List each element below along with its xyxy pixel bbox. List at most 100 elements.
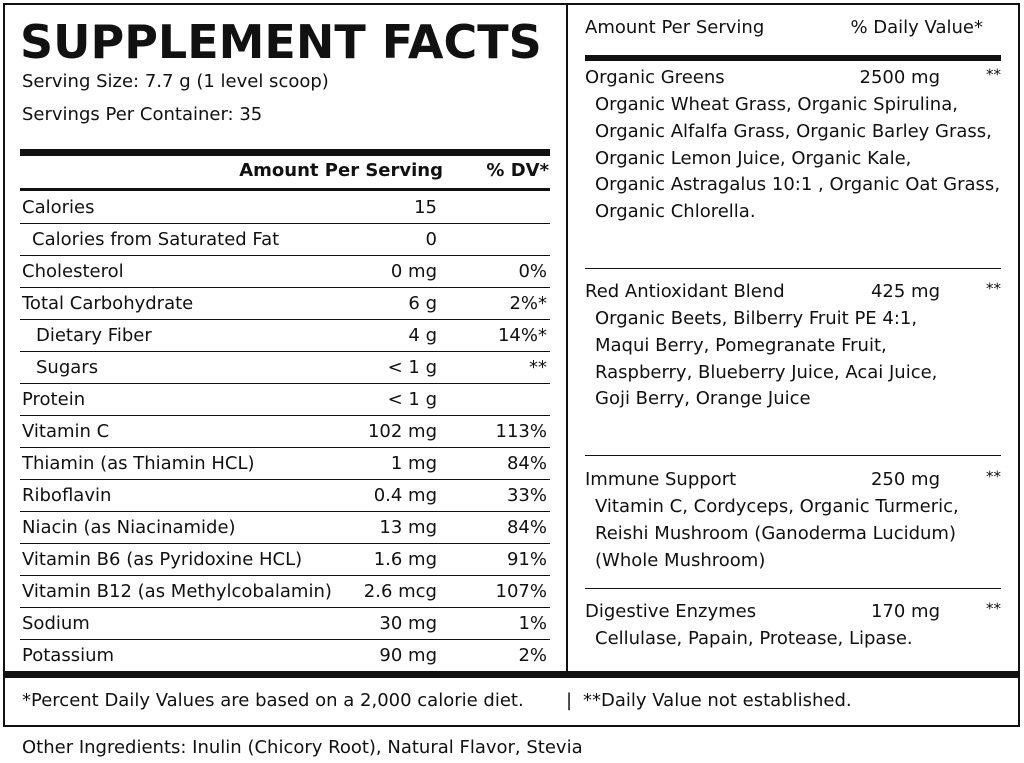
blend-ingredients: Maqui Berry, Pomegranate Fruit, bbox=[595, 334, 887, 356]
nutrient-name: Potassium bbox=[22, 645, 115, 666]
nutrient-amount: 0 bbox=[425, 229, 437, 250]
blend-name: Red Antioxidant Blend bbox=[585, 281, 785, 302]
frame-top bbox=[3, 3, 1020, 5]
nutrient-dv: 1% bbox=[518, 613, 547, 634]
blend-amount: 170 mg bbox=[870, 601, 940, 622]
nutrient-amount: 0 mg bbox=[390, 261, 437, 282]
nutrient-name: Calories bbox=[22, 197, 95, 218]
nutrient-name: Vitamin B12 (as Methylcobalamin) bbox=[22, 581, 332, 602]
panel-divider bbox=[566, 3, 568, 675]
nutrient-amount: 15 bbox=[414, 197, 437, 218]
blend-rule bbox=[585, 268, 1001, 269]
nutrient-name: Total Carbohydrate bbox=[22, 293, 194, 314]
nutrient-name: Cholesterol bbox=[22, 261, 124, 282]
nutrient-name: Dietary Fiber bbox=[36, 325, 152, 346]
row-rule bbox=[20, 255, 550, 256]
nutrient-dv: 2% bbox=[518, 645, 547, 666]
nutrient-name: Protein bbox=[22, 389, 86, 410]
row-rule bbox=[20, 415, 550, 416]
nutrient-dv: 2%* bbox=[509, 293, 547, 314]
blend-amount: 2500 mg bbox=[859, 67, 941, 88]
row-rule bbox=[20, 639, 550, 640]
row-rule bbox=[20, 607, 550, 608]
blend-dv: ** bbox=[986, 65, 1001, 84]
row-rule bbox=[20, 319, 550, 320]
blend-name: Immune Support bbox=[585, 469, 737, 490]
blend-ingredients: Organic Chlorella. bbox=[595, 201, 756, 223]
blend-rule bbox=[585, 588, 1001, 589]
column-header: % Daily Value* bbox=[850, 17, 983, 38]
nutrient-dv: 84% bbox=[506, 453, 547, 474]
nutrient-amount: 1 mg bbox=[390, 453, 437, 474]
row-rule bbox=[20, 383, 550, 384]
footnote-separator: | bbox=[566, 690, 573, 711]
blend-ingredients: Reishi Mushroom (Ganoderma Lucidum) bbox=[595, 522, 956, 544]
nutrient-amount: < 1 g bbox=[387, 357, 437, 378]
nutrient-dv: 0% bbox=[518, 261, 547, 282]
row-rule bbox=[20, 543, 550, 544]
column-header: % DV* bbox=[486, 160, 549, 181]
blend-dv: ** bbox=[986, 599, 1001, 618]
nutrient-amount: 6 g bbox=[408, 293, 437, 314]
blend-dv: ** bbox=[986, 279, 1001, 298]
blend-ingredients: Organic Astragalus 10:1 , Organic Oat Gr… bbox=[595, 174, 1001, 196]
nutrient-name: Sugars bbox=[36, 357, 99, 378]
other-ingredients: Other Ingredients: Inulin (Chicory Root)… bbox=[22, 737, 583, 758]
nutrient-amount: 4 g bbox=[408, 325, 437, 346]
blend-ingredients: (Whole Mushroom) bbox=[595, 549, 766, 571]
nutrient-name: Riboflavin bbox=[22, 485, 112, 506]
blend-ingredients: Vitamin C, Cordyceps, Organic Turmeric, bbox=[595, 496, 959, 517]
row-rule bbox=[20, 223, 550, 224]
title: SUPPLEMENT FACTS bbox=[20, 15, 542, 69]
nutrient-dv: 14%* bbox=[497, 325, 547, 346]
row-rule bbox=[20, 575, 550, 576]
nutrient-dv: 113% bbox=[495, 421, 547, 442]
footnote: *Percent Daily Values are based on a 2,0… bbox=[22, 690, 524, 711]
blend-dv: ** bbox=[986, 467, 1001, 486]
nutrient-amount: 2.6 mcg bbox=[363, 581, 437, 602]
nutrient-dv: ** bbox=[529, 357, 547, 378]
frame-bottom bbox=[3, 725, 1020, 727]
blend-ingredients: Goji Berry, Orange Juice bbox=[595, 388, 811, 410]
nutrient-amount: < 1 g bbox=[387, 389, 437, 410]
blend-ingredients: Organic Wheat Grass, Organic Spirulina, bbox=[595, 94, 958, 115]
nutrient-amount: 13 mg bbox=[379, 517, 437, 538]
thick-bar bbox=[585, 55, 1001, 61]
nutrient-name: Calories from Saturated Fat bbox=[32, 229, 280, 250]
blend-ingredients: Organic Lemon Juice, Organic Kale, bbox=[595, 147, 912, 169]
servings-per-container: Servings Per Container: 35 bbox=[22, 104, 263, 125]
thick-bar bbox=[20, 149, 550, 156]
nutrient-dv: 33% bbox=[506, 485, 547, 506]
nutrient-dv: 84% bbox=[506, 517, 547, 538]
row-rule bbox=[20, 351, 550, 352]
blend-rule bbox=[585, 455, 1001, 456]
column-header: Amount Per Serving bbox=[239, 160, 443, 181]
row-rule bbox=[20, 287, 550, 288]
nutrient-dv: 107% bbox=[495, 581, 547, 602]
nutrient-name: Niacin (as Niacinamide) bbox=[22, 517, 236, 538]
frame-right bbox=[1018, 3, 1020, 727]
blend-ingredients: Organic Beets, Bilberry Fruit PE 4:1, bbox=[595, 308, 918, 329]
column-header: Amount Per Serving bbox=[585, 17, 765, 38]
nutrient-amount: 90 mg bbox=[379, 645, 437, 666]
nutrient-amount: 30 mg bbox=[379, 613, 437, 634]
nutrient-amount: 1.6 mg bbox=[373, 549, 437, 570]
frame-left bbox=[3, 3, 5, 727]
blend-name: Organic Greens bbox=[585, 67, 725, 88]
blend-amount: 250 mg bbox=[870, 469, 940, 490]
nutrient-amount: 0.4 mg bbox=[373, 485, 437, 506]
nutrient-name: Vitamin C bbox=[22, 421, 110, 442]
thick-bar bbox=[3, 671, 1020, 678]
row-rule bbox=[20, 511, 550, 512]
blend-ingredients: Raspberry, Blueberry Juice, Acai Juice, bbox=[595, 361, 938, 383]
header-rule bbox=[20, 188, 550, 191]
serving-size: Serving Size: 7.7 g (1 level scoop) bbox=[22, 71, 329, 92]
nutrient-name: Sodium bbox=[22, 613, 90, 634]
footnote: **Daily Value not established. bbox=[583, 690, 852, 711]
blend-ingredients: Cellulase, Papain, Protease, Lipase. bbox=[595, 628, 913, 649]
nutrient-amount: 102 mg bbox=[367, 421, 437, 442]
nutrient-dv: 91% bbox=[506, 549, 547, 570]
nutrient-name: Vitamin B6 (as Pyridoxine HCL) bbox=[22, 549, 303, 570]
blend-name: Digestive Enzymes bbox=[585, 601, 757, 622]
